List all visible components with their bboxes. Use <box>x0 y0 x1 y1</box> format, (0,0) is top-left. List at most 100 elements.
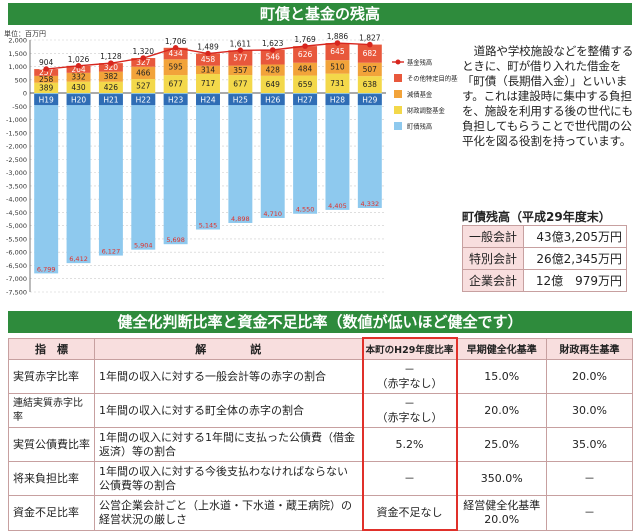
debt-reduction-fund-bar <box>293 62 318 76</box>
early-standard: 20.0% <box>456 393 547 428</box>
indicator-name: 将来負担比率 <box>8 461 95 496</box>
reconstruction-standard: 20.0% <box>546 359 633 394</box>
table-row: 将来負担比率 1年間の収入に対する今後支払わなければならない公債費等の割合 － … <box>8 461 633 496</box>
fund-total-label: 1,320 <box>133 47 155 56</box>
debt-row-general: 一般会計 43億3,205万円 <box>462 225 627 248</box>
fund-total-point <box>172 44 179 51</box>
fund-total-point <box>43 66 49 72</box>
legend-label: 財政調整基金 <box>407 106 445 115</box>
adjustment-fund-bar <box>66 81 91 94</box>
other-fund-bar <box>228 50 253 66</box>
x-tick-label: H21 <box>103 96 118 105</box>
reconstruction-standard: 35.0% <box>546 427 633 462</box>
adjustment-fund-value-label: 426 <box>104 83 119 92</box>
debt-value: 12億 979万円 <box>523 269 627 292</box>
town-ratio: 5.2% <box>361 427 458 462</box>
other-fund-bar <box>325 43 350 61</box>
debt-reduction-fund-value-label: 332 <box>71 73 86 82</box>
debt-reduction-fund-bar <box>196 65 220 75</box>
debt-value-label: 4,550 <box>296 206 315 214</box>
adjustment-fund-value-label: 638 <box>363 80 378 89</box>
adjustment-fund-bar <box>163 75 188 94</box>
y-tick-label: 1,500 <box>8 50 27 58</box>
other-fund-value-label: 682 <box>363 49 378 58</box>
fund-total-label: 1,623 <box>262 39 284 48</box>
debt-bar <box>325 93 350 210</box>
debt-value: 26億2,345万円 <box>523 247 627 270</box>
y-tick-label: 1,000 <box>8 63 27 71</box>
debt-value-label: 4,710 <box>263 210 282 218</box>
other-fund-value-label: 626 <box>298 50 313 59</box>
indicator-name: 連結実質赤字比率 <box>8 393 95 428</box>
x-tick-label: H28 <box>330 96 345 105</box>
y-tick-label: -4,000 <box>6 196 27 204</box>
indicator-description: 1年間の収入に対する今後支払わなければならない公債費等の割合 <box>94 461 363 496</box>
y-tick-label: -500 <box>12 103 27 111</box>
adjustment-fund-bar <box>98 81 123 94</box>
y-tick-label: -2,500 <box>6 156 27 164</box>
debt-balance-table: 一般会計 43億3,205万円 特別会計 26億2,345万円 企業会計 12億 97… <box>462 225 627 292</box>
other-fund-bar <box>260 50 285 65</box>
ratio-header-row: 指 標 解 説 本町のH29年度比率 早期健全化基準 財政再生基準 <box>8 337 633 360</box>
indicator-description: 1年間の収入に対する一般会計等の赤字の割合 <box>94 359 363 394</box>
adjustment-fund-bar <box>196 74 220 94</box>
fund-total-label: 1,769 <box>294 35 316 44</box>
adjustment-fund-value-label: 731 <box>330 79 345 88</box>
debt-bar <box>357 93 382 208</box>
debt-bar <box>66 93 91 264</box>
y-tick-label: -1,500 <box>6 129 27 137</box>
debt-reduction-fund-value-label: 484 <box>298 65 313 74</box>
fund-total-label: 1,706 <box>165 37 187 46</box>
debt-value-label: 5,904 <box>134 242 153 250</box>
fund-total-label: 1,489 <box>197 43 219 52</box>
legend-swatch <box>394 74 402 82</box>
indicator-description: 1年間の収入に対する1年間に支払った公債費（借金返済）等の割合 <box>94 427 363 462</box>
indicator-name: 実質公債費比率 <box>8 427 95 462</box>
debt-bar <box>98 93 123 256</box>
debt-value-label: 4,405 <box>328 202 347 210</box>
x-tick-label: H25 <box>233 96 248 105</box>
header-explanation: 解 説 <box>94 337 363 360</box>
reconstruction-standard: 30.0% <box>546 393 633 428</box>
fund-total-label: 904 <box>39 58 54 67</box>
municipal-bond-description: 道路や学校施設などを整備するときに、町が借り入れた借金を「町債（長期借入金）」と… <box>462 44 634 148</box>
debt-bar <box>228 93 253 223</box>
y-tick-label: -7,500 <box>6 289 27 297</box>
adjustment-fund-bar <box>260 75 285 94</box>
fund-debt-banner: 町債と基金の残高 <box>8 3 632 25</box>
fund-total-point <box>108 60 114 66</box>
fund-total-label: 1,886 <box>327 32 349 41</box>
fund-total-label: 1,026 <box>68 55 90 64</box>
ratio-table: 指 標 解 説 本町のH29年度比率 早期健全化基準 財政再生基準 実質赤字比率… <box>8 337 633 531</box>
indicator-description: 1年間の収入に対する町全体の赤字の割合 <box>94 393 363 428</box>
legend-label: 基金残高 <box>407 58 432 67</box>
x-tick-label: H20 <box>71 96 86 105</box>
legend-label: その他特定目的基金 <box>407 74 458 83</box>
other-fund-value-label: 320 <box>104 63 119 72</box>
table-row: 資金不足比率 公営企業会計ごと（上水道・下水道・蔵王病院）の経営状況の厳しさ 資… <box>8 495 633 531</box>
x-tick-label: H29 <box>362 96 377 105</box>
reconstruction-standard: － <box>546 461 633 496</box>
fund-total-point <box>237 47 244 54</box>
debt-balance-title: 町債残高（平成29年度末） <box>462 210 611 224</box>
fund-total-point <box>140 55 147 61</box>
category-label-bg <box>293 94 318 106</box>
fund-total-point <box>269 47 276 53</box>
debt-reduction-fund-bar <box>357 62 382 77</box>
other-fund-bar <box>293 46 318 63</box>
indicator-name: 資金不足比率 <box>8 495 95 531</box>
y-tick-label: -5,000 <box>6 222 27 230</box>
debt-reduction-fund-value-label: 258 <box>39 75 54 84</box>
other-fund-value-label: 645 <box>330 47 345 56</box>
other-fund-bar <box>98 63 123 72</box>
debt-value-label: 6,127 <box>102 248 121 256</box>
debt-reduction-fund-value-label: 466 <box>136 68 151 77</box>
y-tick-label: -7,000 <box>6 275 27 283</box>
category-label-bg <box>260 94 285 106</box>
debt-bar <box>163 93 188 245</box>
debt-bar <box>131 93 156 250</box>
debt-reduction-fund-value-label: 507 <box>363 65 378 74</box>
debt-bar <box>260 93 285 218</box>
debt-value-label: 5,145 <box>199 222 218 230</box>
